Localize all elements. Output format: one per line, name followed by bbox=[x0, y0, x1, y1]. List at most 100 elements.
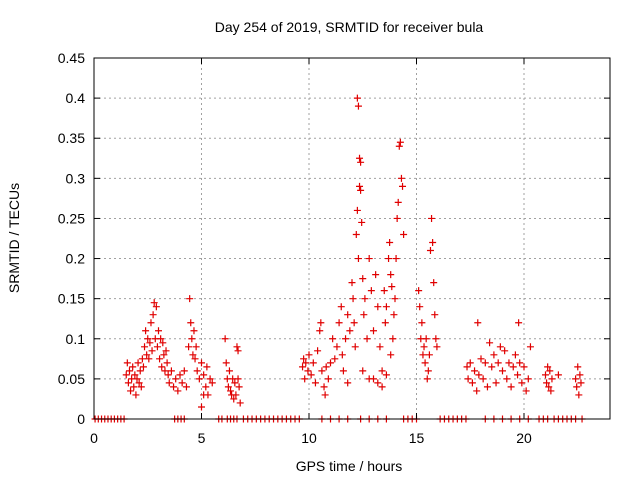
data-point bbox=[374, 303, 382, 311]
data-point bbox=[505, 359, 513, 367]
data-point bbox=[165, 379, 173, 387]
data-point bbox=[148, 347, 156, 355]
data-point bbox=[382, 303, 390, 311]
data-point bbox=[188, 335, 196, 343]
data-point bbox=[348, 279, 356, 287]
data-point bbox=[125, 367, 133, 375]
data-point bbox=[299, 363, 307, 371]
data-point bbox=[233, 343, 241, 351]
data-point bbox=[316, 327, 324, 335]
data-point bbox=[333, 343, 341, 351]
data-point bbox=[574, 363, 582, 371]
data-point bbox=[302, 359, 310, 367]
data-point bbox=[202, 383, 210, 391]
data-point bbox=[141, 343, 149, 351]
data-point bbox=[224, 383, 232, 391]
data-point bbox=[191, 355, 199, 363]
data-point bbox=[198, 403, 205, 411]
data-point bbox=[129, 363, 137, 371]
data-point bbox=[304, 367, 312, 375]
data-point bbox=[479, 375, 487, 383]
data-point bbox=[572, 375, 580, 383]
data-point bbox=[544, 363, 552, 371]
data-point bbox=[159, 339, 167, 347]
data-point bbox=[156, 355, 164, 363]
data-point bbox=[365, 255, 373, 263]
data-point bbox=[227, 387, 235, 395]
data-point bbox=[374, 379, 382, 387]
data-point bbox=[548, 375, 556, 383]
data-point bbox=[381, 319, 389, 327]
data-point bbox=[378, 367, 386, 375]
data-point bbox=[162, 347, 170, 355]
data-point bbox=[421, 359, 429, 367]
data-point bbox=[132, 391, 140, 399]
data-point bbox=[231, 379, 239, 387]
data-point bbox=[391, 295, 399, 303]
data-point bbox=[353, 94, 361, 102]
data-point bbox=[170, 383, 178, 391]
data-point bbox=[137, 383, 145, 391]
data-point bbox=[346, 327, 354, 335]
data-point bbox=[186, 295, 194, 303]
data-point bbox=[309, 359, 317, 367]
data-point bbox=[547, 387, 555, 395]
data-point bbox=[307, 371, 315, 379]
data-point bbox=[425, 351, 433, 359]
data-point bbox=[356, 182, 364, 190]
data-point bbox=[192, 343, 200, 351]
data-point bbox=[518, 379, 526, 387]
data-point bbox=[358, 218, 366, 226]
data-point bbox=[187, 319, 195, 327]
data-point bbox=[389, 335, 397, 343]
data-point bbox=[208, 379, 216, 387]
data-point bbox=[320, 383, 328, 391]
y-axis-label: SRMTID / TECUs bbox=[6, 183, 22, 293]
data-point bbox=[127, 387, 135, 395]
data-point bbox=[543, 379, 551, 387]
x-axis-label: GPS time / hours bbox=[296, 458, 403, 474]
data-point bbox=[149, 311, 157, 319]
data-point bbox=[363, 335, 371, 343]
data-point bbox=[542, 371, 549, 379]
data-point bbox=[576, 371, 584, 379]
y-tick-label: 0.05 bbox=[58, 371, 85, 387]
data-point bbox=[354, 255, 362, 263]
data-point bbox=[338, 351, 346, 359]
data-point bbox=[321, 391, 329, 399]
data-point bbox=[161, 367, 169, 375]
data-point bbox=[131, 371, 139, 379]
data-point bbox=[143, 351, 151, 359]
data-point bbox=[423, 375, 431, 383]
data-point bbox=[422, 335, 430, 343]
data-point bbox=[158, 363, 166, 371]
data-point bbox=[178, 379, 186, 387]
data-point bbox=[468, 379, 476, 387]
data-point bbox=[167, 367, 175, 375]
data-point bbox=[335, 319, 343, 327]
data-point bbox=[350, 319, 358, 327]
data-point bbox=[370, 327, 377, 335]
data-point bbox=[397, 174, 405, 182]
data-point bbox=[376, 343, 384, 351]
data-point bbox=[134, 359, 142, 367]
data-point bbox=[221, 335, 229, 343]
data-point bbox=[433, 343, 441, 351]
x-tick-label: 5 bbox=[198, 430, 206, 446]
data-point bbox=[426, 247, 434, 255]
data-point bbox=[234, 347, 242, 355]
data-point bbox=[144, 335, 152, 343]
data-point bbox=[511, 351, 519, 359]
data-point bbox=[160, 351, 168, 359]
data-point bbox=[342, 335, 350, 343]
data-point bbox=[488, 363, 496, 371]
data-point bbox=[429, 239, 437, 247]
data-point bbox=[180, 367, 188, 375]
data-point bbox=[387, 271, 395, 279]
data-point bbox=[135, 379, 143, 387]
data-point bbox=[419, 351, 427, 359]
data-point bbox=[195, 375, 203, 383]
data-point bbox=[145, 355, 153, 363]
